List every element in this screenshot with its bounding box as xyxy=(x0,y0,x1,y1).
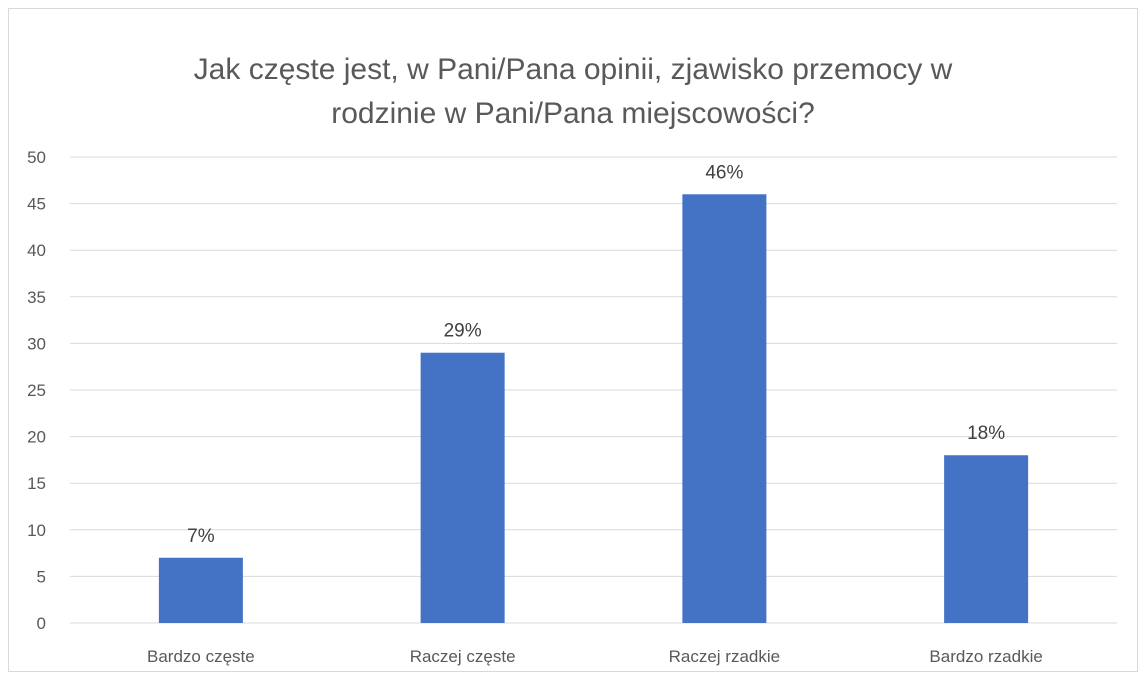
bar-1 xyxy=(158,557,243,623)
chart-title: Jak częste jest, w Pani/Pana opinii, zja… xyxy=(0,48,1146,136)
x-category-label: Raczej częste xyxy=(410,647,516,666)
x-category-label: Bardzo rzadkie xyxy=(929,647,1042,666)
chart-title-line-1: Jak częste jest, w Pani/Pana opinii, zja… xyxy=(193,53,953,86)
data-label-4: 18% xyxy=(967,423,1005,444)
data-label-2: 29% xyxy=(444,321,482,342)
y-tick-label: 40 xyxy=(27,241,46,260)
chart-title-line-2: rodzinie w Pani/Pana miejscowości? xyxy=(331,97,815,130)
y-tick-label: 30 xyxy=(27,334,46,353)
x-category-label: Bardzo częste xyxy=(147,647,255,666)
y-tick-label: 25 xyxy=(27,381,46,400)
data-label-1: 7% xyxy=(187,526,215,547)
data-label-3: 46% xyxy=(705,162,743,183)
y-tick-label: 0 xyxy=(37,614,46,633)
y-tick-label: 15 xyxy=(27,474,46,493)
x-category-label: Raczej rzadkie xyxy=(669,647,781,666)
bar-4 xyxy=(944,455,1029,623)
y-tick-label: 20 xyxy=(27,428,46,447)
y-tick-label: 50 xyxy=(27,148,46,167)
y-tick-label: 5 xyxy=(37,567,46,586)
y-tick-label: 35 xyxy=(27,288,46,307)
bar-3 xyxy=(682,194,767,623)
bar-2 xyxy=(420,352,505,623)
y-tick-label: 10 xyxy=(27,521,46,540)
y-tick-label: 45 xyxy=(27,195,46,214)
